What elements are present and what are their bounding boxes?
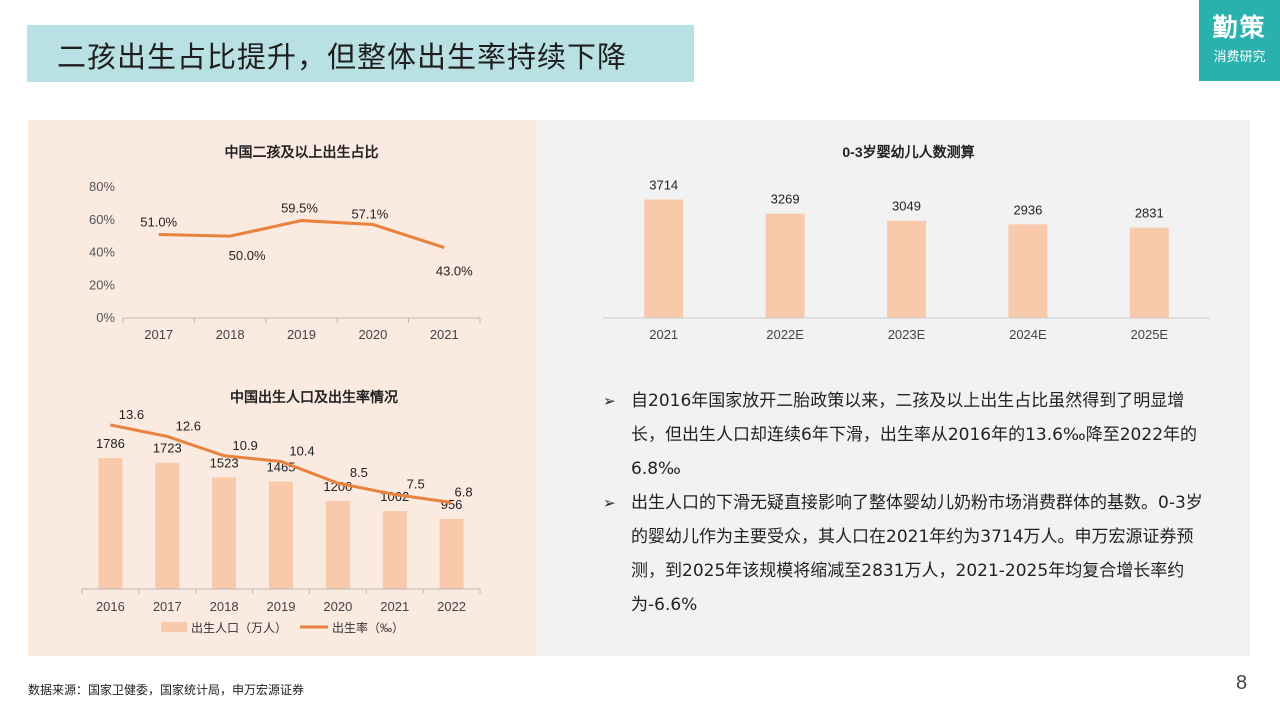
logo-sub-text: 消费研究 bbox=[1213, 50, 1266, 65]
legend-label: 出生率（‰） bbox=[332, 620, 404, 635]
line-value-label: 12.6 bbox=[176, 418, 201, 433]
bar bbox=[439, 518, 464, 589]
legend-label: 出生人口（万人） bbox=[191, 621, 287, 635]
bar bbox=[382, 511, 407, 589]
bar-value-label: 2936 bbox=[1013, 202, 1042, 217]
bullet-list: ➢ 自2016年国家放开二胎政策以来，二孩及以上出生占比虽然得到了明显增长，但出… bbox=[603, 384, 1213, 622]
bar bbox=[1129, 227, 1169, 318]
x-tick-label: 2021 bbox=[380, 599, 409, 614]
y-tick-label: 0% bbox=[96, 310, 115, 325]
line-value-label: 7.5 bbox=[407, 477, 425, 492]
left-charts-svg: 中国二孩及以上出生占比 0% 20% 40% 60% 80% 2017 2018 2019 202… bbox=[81, 144, 481, 635]
bullet-text: 出生人口的下滑无疑直接影响了整体婴幼儿奶粉市场消费群体的基数。0-3岁的婴幼儿作… bbox=[631, 493, 1203, 615]
bar-value-label: 2831 bbox=[1135, 206, 1164, 221]
x-tick-label: 2019 bbox=[267, 599, 296, 614]
x-tick-label: 2017 bbox=[144, 327, 173, 342]
bullet-text: 自2016年国家放开二胎政策以来，二孩及以上出生占比虽然得到了明显增长，但出生人… bbox=[631, 391, 1198, 479]
arrow-bullet-icon: ➢ bbox=[603, 494, 616, 512]
bar bbox=[212, 477, 237, 589]
line-value-label: 10.9 bbox=[232, 438, 257, 453]
chart-title: 0-3岁婴幼儿人数测算 bbox=[842, 144, 974, 160]
bar-value-label: 3714 bbox=[649, 178, 678, 193]
brand-logo: 勤策 消费研究 bbox=[1199, 0, 1280, 81]
line-value-label: 10.4 bbox=[289, 443, 314, 458]
x-tick-label: 2022 bbox=[437, 599, 466, 614]
y-tick-label: 40% bbox=[89, 245, 115, 260]
x-tick-label: 2024E bbox=[1009, 327, 1047, 342]
y-tick-label: 80% bbox=[89, 179, 115, 194]
bar-value-label: 1200 bbox=[323, 479, 352, 494]
x-tick-label: 2017 bbox=[153, 599, 182, 614]
logo-main-text: 勤策 bbox=[1212, 13, 1267, 42]
chart-title: 中国二孩及以上出生占比 bbox=[225, 144, 379, 160]
page-number: 8 bbox=[1236, 672, 1248, 694]
bar bbox=[644, 199, 684, 318]
x-tick-label: 2016 bbox=[96, 599, 125, 614]
y-tick-label: 20% bbox=[89, 277, 115, 292]
x-tick-label: 2022E bbox=[766, 327, 804, 342]
bar bbox=[887, 220, 926, 318]
data-source-note: 数据来源：国家卫健委，国家统计局，申万宏源证券 bbox=[28, 683, 305, 697]
legend-swatch-bar bbox=[161, 622, 187, 632]
x-tick-label: 2018 bbox=[216, 327, 245, 342]
bullet-item: ➢ 自2016年国家放开二胎政策以来，二孩及以上出生占比虽然得到了明显增长，但出… bbox=[603, 384, 1213, 486]
bar bbox=[98, 458, 123, 589]
second-child-ratio-chart: 中国二孩及以上出生占比 0% 20% 40% 60% 80% 2017 2018 2019 202… bbox=[89, 144, 481, 342]
right-chart-panel: 0-3岁婴幼儿人数测算 3714 3269 3049 2936 2831 2021 2022E… bbox=[536, 120, 1250, 656]
data-label: 43.0% bbox=[436, 264, 473, 279]
series-line bbox=[158, 219, 445, 250]
x-tick-label: 2023E bbox=[888, 327, 926, 342]
y-tick-label: 60% bbox=[89, 212, 115, 227]
x-tick-label: 2018 bbox=[210, 599, 239, 614]
chart-title: 中国出生人口及出生率情况 bbox=[230, 389, 398, 405]
series-line bbox=[110, 423, 452, 505]
bar bbox=[1008, 224, 1048, 318]
bar-value-label: 3049 bbox=[892, 199, 921, 214]
bar-value-label: 1523 bbox=[210, 455, 239, 470]
bar bbox=[765, 213, 805, 318]
data-label: 59.5% bbox=[281, 201, 318, 216]
left-chart-panel: 中国二孩及以上出生占比 0% 20% 40% 60% 80% 2017 2018 2019 202… bbox=[28, 120, 536, 656]
x-tick-label: 2019 bbox=[287, 327, 316, 342]
x-tick-label: 2025E bbox=[1131, 327, 1169, 342]
x-tick-label: 2021 bbox=[649, 327, 678, 342]
line-value-label: 6.8 bbox=[455, 485, 473, 500]
arrow-bullet-icon: ➢ bbox=[603, 392, 616, 410]
bar-value-label: 3269 bbox=[771, 192, 800, 207]
x-tick-label: 2020 bbox=[358, 327, 387, 342]
bar-value-label: 1786 bbox=[96, 436, 125, 451]
x-tick-label: 2020 bbox=[323, 599, 352, 614]
line-value-label: 8.5 bbox=[350, 465, 368, 480]
data-label: 50.0% bbox=[229, 248, 266, 263]
bar bbox=[155, 462, 180, 589]
bar bbox=[325, 501, 350, 589]
right-chart-svg: 0-3岁婴幼儿人数测算 3714 3269 3049 2936 2831 2021 2022E… bbox=[603, 144, 1210, 342]
bullet-item: ➢ 出生人口的下滑无疑直接影响了整体婴幼儿奶粉市场消费群体的基数。0-3岁的婴幼… bbox=[603, 486, 1213, 622]
title-banner: 二孩出生占比提升，但整体出生率持续下降 bbox=[27, 25, 694, 82]
data-label: 51.0% bbox=[140, 214, 177, 229]
line-value-label: 13.6 bbox=[119, 407, 144, 422]
bar-value-label: 1723 bbox=[153, 441, 182, 456]
data-label: 57.1% bbox=[351, 206, 388, 221]
page-title: 二孩出生占比提升，但整体出生率持续下降 bbox=[57, 40, 628, 74]
infant-population-chart: 0-3岁婴幼儿人数测算 3714 3269 3049 2936 2831 2021 2022E… bbox=[603, 144, 1210, 342]
x-tick-label: 2021 bbox=[430, 327, 459, 342]
bar bbox=[269, 481, 293, 589]
